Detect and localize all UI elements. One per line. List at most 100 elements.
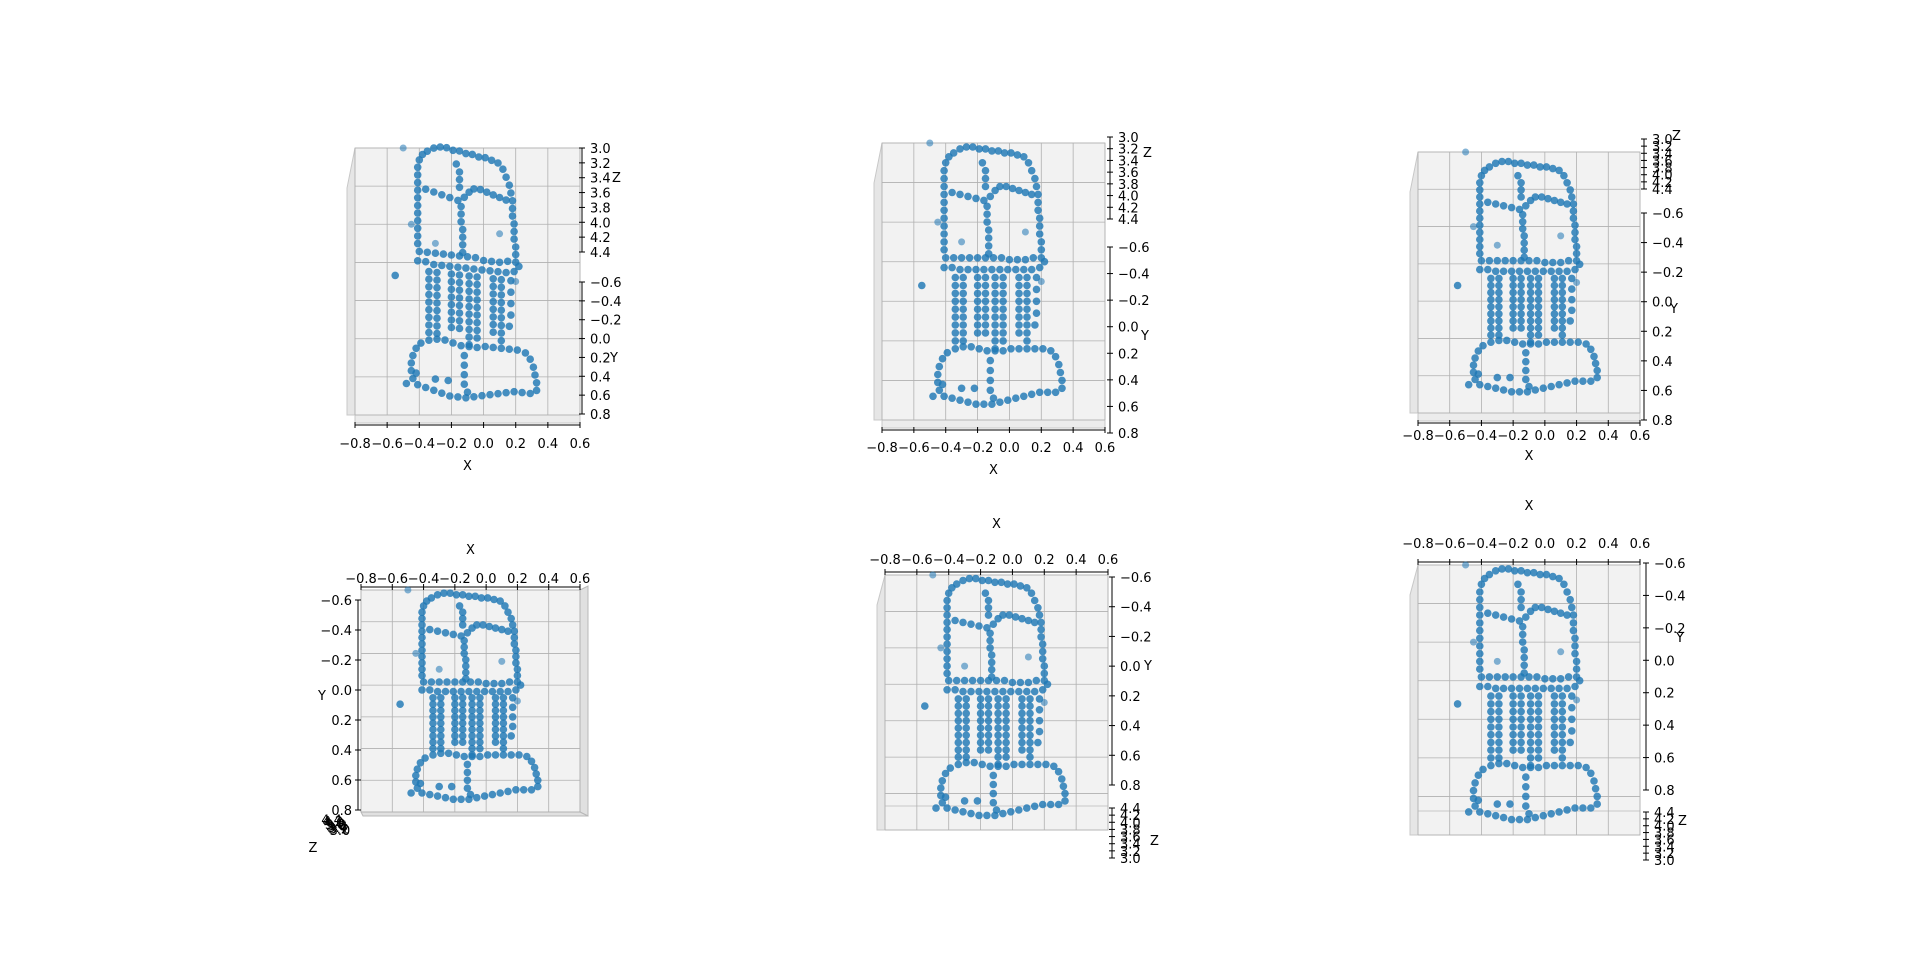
data-point bbox=[976, 738, 985, 747]
data-point bbox=[951, 281, 960, 290]
data-point bbox=[958, 238, 966, 246]
data-point bbox=[1550, 700, 1559, 708]
data-point bbox=[1024, 653, 1032, 661]
data-point bbox=[451, 678, 459, 686]
data-point bbox=[489, 191, 498, 199]
data-point bbox=[967, 343, 975, 351]
data-point bbox=[1476, 380, 1484, 389]
data-point bbox=[943, 804, 951, 812]
y-tick-label: 0.6 bbox=[1120, 749, 1141, 764]
data-point bbox=[436, 143, 445, 151]
data-point bbox=[418, 789, 426, 797]
x-tick-label: −0.2 bbox=[1497, 429, 1529, 444]
data-point bbox=[433, 792, 442, 800]
data-point bbox=[1526, 754, 1535, 762]
data-point bbox=[954, 709, 963, 718]
data-point bbox=[1477, 256, 1486, 265]
data-point bbox=[1563, 379, 1571, 387]
data-point bbox=[1040, 699, 1048, 706]
data-point bbox=[1520, 253, 1528, 261]
data-point bbox=[1034, 206, 1042, 215]
data-point bbox=[1495, 700, 1503, 708]
data-point bbox=[991, 313, 999, 321]
data-point bbox=[1032, 182, 1041, 191]
data-point bbox=[943, 686, 951, 694]
data-point bbox=[1555, 808, 1563, 816]
data-point bbox=[510, 627, 519, 635]
data-point bbox=[1526, 738, 1535, 747]
data-point bbox=[454, 393, 462, 401]
x-axis-label: X bbox=[1525, 499, 1534, 514]
data-point bbox=[987, 665, 996, 674]
data-point bbox=[1522, 773, 1530, 781]
data-point bbox=[1499, 267, 1508, 276]
data-point bbox=[1574, 338, 1582, 347]
y-tick-label: 0.0 bbox=[1120, 660, 1141, 675]
data-point bbox=[1507, 684, 1516, 693]
data-point bbox=[1522, 792, 1530, 801]
data-point bbox=[1038, 647, 1047, 656]
data-point bbox=[983, 347, 991, 355]
data-point bbox=[981, 182, 990, 191]
data-point bbox=[1566, 738, 1574, 747]
data-point bbox=[454, 196, 462, 205]
data-point bbox=[980, 265, 988, 274]
data-point bbox=[967, 687, 975, 696]
z-tick-label: 3.2 bbox=[1118, 143, 1139, 158]
y-tick-label: 0.2 bbox=[1654, 687, 1675, 702]
data-point bbox=[1005, 255, 1014, 264]
data-point bbox=[1011, 613, 1020, 621]
data-point bbox=[527, 786, 536, 794]
data-point bbox=[1040, 662, 1049, 670]
data-point bbox=[455, 271, 464, 279]
data-point bbox=[1484, 265, 1492, 274]
data-point bbox=[1558, 288, 1567, 297]
data-point bbox=[976, 724, 985, 732]
data-point bbox=[1035, 716, 1044, 725]
data-point bbox=[940, 198, 948, 207]
data-point bbox=[1016, 582, 1025, 590]
data-point bbox=[473, 296, 481, 304]
x-tick-label: 0.4 bbox=[538, 572, 559, 587]
data-point bbox=[499, 700, 508, 708]
data-point bbox=[1518, 225, 1527, 233]
data-point bbox=[474, 678, 483, 686]
data-point bbox=[1537, 603, 1546, 612]
data-point bbox=[499, 165, 507, 173]
subplot-2: −0.8 −0.6 −0.4 −0.2 0.0 0.2 0.4 0.6X−0.6−0.4−0.… bbox=[866, 131, 1152, 478]
data-point bbox=[476, 185, 485, 194]
y-tick-label: 0.6 bbox=[1652, 384, 1673, 399]
data-point bbox=[441, 793, 450, 802]
data-point bbox=[510, 387, 518, 396]
data-point bbox=[1030, 687, 1039, 696]
z-tick-label: 4.0 bbox=[324, 817, 345, 832]
data-point bbox=[1563, 267, 1571, 276]
y-tick-label: 0.8 bbox=[331, 804, 352, 819]
data-point bbox=[1023, 804, 1031, 812]
data-point bbox=[1002, 731, 1010, 740]
data-point bbox=[1023, 337, 1031, 345]
data-point bbox=[1517, 707, 1525, 716]
data-point bbox=[973, 297, 982, 306]
data-point bbox=[1547, 810, 1555, 818]
data-point bbox=[1464, 380, 1473, 389]
y-tick-label: 0.2 bbox=[590, 351, 611, 366]
z-tick-label: 3.6 bbox=[1120, 831, 1141, 846]
data-point bbox=[1002, 702, 1010, 710]
data-point bbox=[476, 719, 484, 727]
z-tick-label: 3.0 bbox=[1120, 852, 1141, 867]
z-tick-label: 4.0 bbox=[1652, 169, 1673, 184]
floor-pane bbox=[881, 419, 1106, 429]
data-point bbox=[940, 230, 948, 238]
data-point bbox=[921, 702, 929, 710]
data-point bbox=[1522, 357, 1530, 366]
data-point bbox=[1526, 715, 1535, 724]
z-tick-label: 4.0 bbox=[1118, 190, 1139, 205]
data-point bbox=[1550, 274, 1559, 283]
data-point bbox=[1034, 190, 1042, 199]
data-point bbox=[1026, 716, 1034, 725]
data-point bbox=[1474, 347, 1483, 355]
data-point bbox=[1038, 800, 1047, 809]
data-point bbox=[967, 620, 975, 628]
data-point bbox=[1051, 388, 1060, 397]
